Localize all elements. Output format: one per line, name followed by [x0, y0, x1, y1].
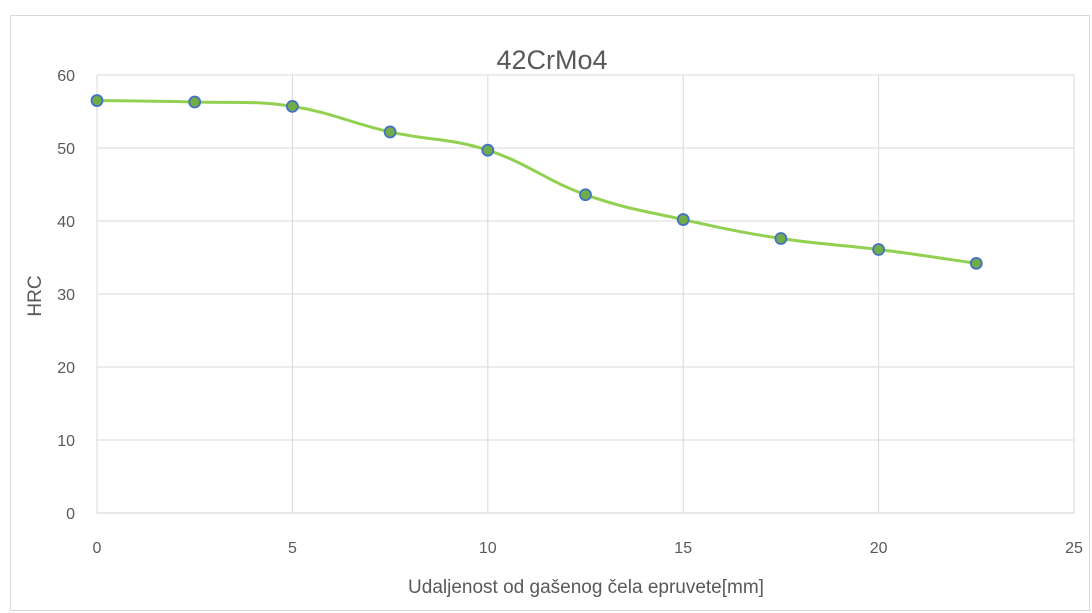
data-point: [383, 125, 397, 139]
x-tick-label: 15: [674, 540, 692, 557]
x-tick-label: 0: [93, 540, 102, 557]
label-layer: 0 10 20 30 40 50 60 0 5 10 15 20 25: [57, 68, 1083, 557]
series-line: [95, 99, 978, 265]
x-tick-label: 10: [479, 540, 497, 557]
y-axis-title: HRC: [25, 275, 46, 316]
data-point: [90, 94, 104, 107]
data-point: [188, 95, 202, 109]
y-tick-label: 20: [57, 360, 75, 377]
data-point: [285, 99, 299, 113]
y-tick-label: 50: [57, 141, 75, 158]
y-tick-label: 40: [57, 214, 75, 231]
chart-frame: [10, 15, 1090, 611]
chart-title: 42CrMo4: [496, 45, 607, 75]
data-point: [579, 188, 592, 202]
y-tick-label: 10: [57, 433, 75, 450]
series-layer: [90, 94, 983, 270]
data-point: [872, 243, 885, 256]
y-tick-label: 60: [57, 68, 75, 85]
x-axis-title: Udaljenost od gašenog čela epruvete[mm]: [408, 577, 764, 598]
y-tick-label: 30: [57, 287, 75, 304]
x-tick-label: 5: [288, 540, 297, 557]
data-point: [676, 213, 690, 226]
data-point: [774, 232, 788, 245]
grid-layer: [96, 74, 1075, 513]
data-point: [481, 143, 495, 157]
data-point: [969, 256, 983, 270]
y-tick-label: 0: [66, 506, 75, 523]
x-tick-label: 20: [870, 540, 888, 557]
x-tick-label: 25: [1065, 540, 1083, 557]
